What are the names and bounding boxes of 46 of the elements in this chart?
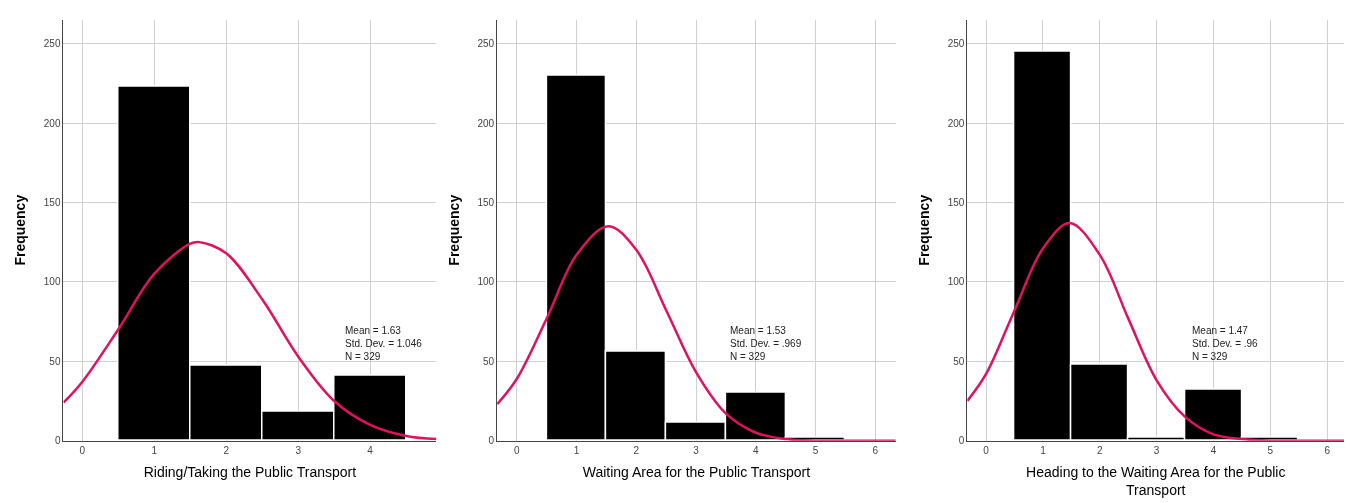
y-tick-label: 150	[477, 196, 495, 208]
y-tick-label: 200	[947, 117, 965, 129]
y-tick-label: 250	[477, 38, 495, 50]
x-tick-label: 1	[1040, 444, 1047, 456]
y-tick-label: 50	[483, 355, 495, 367]
y-tick-label: 50	[49, 355, 61, 367]
y-tick-label: 50	[953, 355, 965, 367]
y-tick-label: 200	[477, 117, 495, 129]
x-tick-label: 3	[295, 444, 302, 456]
y-axis-title: Frequency	[446, 194, 463, 266]
x-tick-label: 4	[1210, 444, 1217, 456]
y-tick-label: 250	[947, 38, 965, 50]
y-tick-label: 150	[43, 196, 61, 208]
x-tick-label: 2	[1097, 444, 1103, 456]
x-tick-label: 1	[573, 444, 580, 456]
y-tick-label: 0	[54, 435, 61, 447]
y-axis-title: Frequency	[916, 194, 933, 266]
y-tick-label: 150	[947, 196, 965, 208]
x-tick-label: 0	[983, 444, 990, 456]
x-axis-title: Riding/Taking the Public Transport	[143, 463, 357, 480]
x-tick-label: 4	[367, 444, 374, 456]
y-tick-label: 100	[43, 276, 61, 288]
x-tick-label: 4	[753, 444, 760, 456]
y-tick-label: 100	[477, 276, 495, 288]
y-tick-label: 0	[488, 435, 495, 447]
y-tick-label: 100	[947, 276, 965, 288]
x-axis-title: Heading to the Waiting Area for the Public Transport	[1026, 463, 1286, 499]
x-tick-label: 0	[514, 444, 521, 456]
y-tick-label: 0	[958, 435, 965, 447]
x-tick-label: 2	[633, 444, 640, 456]
x-tick-label: 5	[1267, 444, 1274, 456]
annotation: Mean = 1.53 Std. Dev. = .969 N = 329	[730, 325, 802, 362]
x-tick-label: 2	[223, 444, 230, 456]
x-tick-label: 5	[812, 444, 819, 456]
x-tick-label: 3	[1153, 444, 1160, 456]
y-axis-title: Frequency	[12, 194, 29, 266]
x-tick-label: 3	[693, 444, 700, 456]
y-tick-label: 200	[43, 117, 61, 129]
annotation: Mean = 1.47 Std. Dev. = .96 N = 329	[1192, 325, 1259, 362]
x-tick-label: 0	[79, 444, 86, 456]
x-tick-label: 6	[872, 444, 879, 456]
x-tick-label: 1	[151, 444, 158, 456]
y-tick-label: 250	[43, 38, 61, 50]
x-axis-title: Waiting Area for the Public Transport	[582, 463, 811, 480]
annotation: Mean = 1.63 Std. Dev. = 1.046 N = 329	[345, 325, 423, 362]
x-tick-label: 6	[1324, 444, 1331, 456]
